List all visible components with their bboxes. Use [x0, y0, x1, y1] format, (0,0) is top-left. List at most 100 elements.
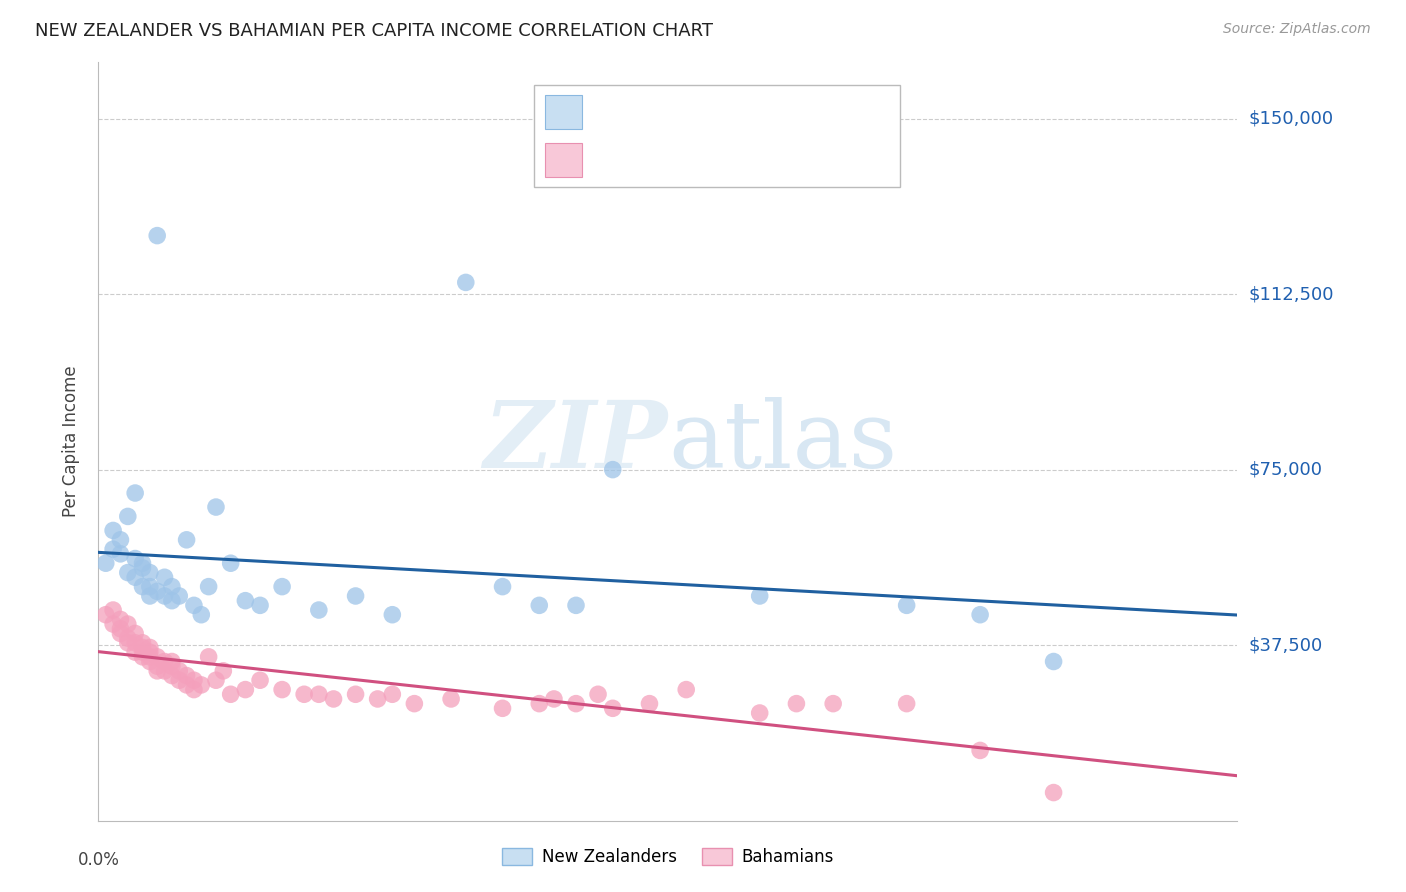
- Text: -0.167: -0.167: [638, 103, 703, 120]
- Point: [529, 599, 551, 613]
- Text: ZIP: ZIP: [484, 397, 668, 486]
- Point: [529, 697, 551, 711]
- Point: [638, 697, 661, 711]
- Point: [896, 599, 918, 613]
- Point: [131, 645, 153, 659]
- Text: $37,500: $37,500: [1249, 636, 1323, 654]
- Point: [117, 631, 139, 645]
- Text: R =: R =: [596, 151, 636, 169]
- Point: [205, 500, 228, 514]
- Point: [197, 649, 219, 664]
- Point: [344, 589, 367, 603]
- Point: [160, 655, 183, 669]
- Point: [146, 228, 169, 243]
- Point: [110, 533, 132, 547]
- FancyBboxPatch shape: [534, 85, 900, 187]
- Point: [131, 640, 153, 655]
- Point: [167, 664, 190, 678]
- Point: [110, 626, 132, 640]
- Point: [124, 486, 146, 500]
- Point: [139, 645, 162, 659]
- Text: -0.450: -0.450: [638, 151, 703, 169]
- Point: [271, 580, 294, 594]
- Point: [176, 668, 198, 682]
- FancyBboxPatch shape: [546, 95, 582, 128]
- Point: [969, 743, 991, 757]
- Point: [381, 607, 404, 622]
- Point: [235, 682, 257, 697]
- Point: [308, 687, 330, 701]
- Point: [249, 673, 271, 688]
- Point: [543, 692, 565, 706]
- Point: [131, 649, 153, 664]
- Point: [1042, 655, 1064, 669]
- Text: 0.0%: 0.0%: [77, 851, 120, 869]
- Point: [404, 697, 426, 711]
- Point: [131, 561, 153, 575]
- Point: [139, 580, 162, 594]
- Point: [117, 617, 139, 632]
- Point: [167, 589, 190, 603]
- Point: [748, 589, 770, 603]
- Text: Source: ZipAtlas.com: Source: ZipAtlas.com: [1223, 22, 1371, 37]
- Point: [602, 462, 624, 476]
- Text: NEW ZEALANDER VS BAHAMIAN PER CAPITA INCOME CORRELATION CHART: NEW ZEALANDER VS BAHAMIAN PER CAPITA INC…: [35, 22, 713, 40]
- Point: [602, 701, 624, 715]
- Point: [235, 593, 257, 607]
- Point: [101, 617, 124, 632]
- Point: [183, 599, 205, 613]
- Point: [748, 706, 770, 720]
- Point: [131, 636, 153, 650]
- Point: [675, 682, 697, 697]
- Point: [139, 589, 162, 603]
- Point: [344, 687, 367, 701]
- Point: [153, 570, 176, 584]
- Point: [308, 603, 330, 617]
- Point: [491, 580, 513, 594]
- Point: [146, 659, 169, 673]
- Point: [94, 556, 117, 570]
- Point: [124, 645, 146, 659]
- Point: [117, 509, 139, 524]
- Point: [101, 542, 124, 557]
- Point: [440, 692, 463, 706]
- Point: [146, 664, 169, 678]
- Point: [139, 649, 162, 664]
- Point: [565, 599, 588, 613]
- Point: [190, 678, 212, 692]
- Point: [117, 636, 139, 650]
- Point: [110, 612, 132, 626]
- Point: [124, 626, 146, 640]
- FancyBboxPatch shape: [546, 144, 582, 177]
- Legend: New Zealanders, Bahamians: New Zealanders, Bahamians: [495, 841, 841, 873]
- Point: [124, 551, 146, 566]
- Point: [1042, 786, 1064, 800]
- Point: [785, 697, 807, 711]
- Point: [896, 697, 918, 711]
- Point: [322, 692, 344, 706]
- Text: R =: R =: [596, 103, 636, 120]
- Point: [153, 664, 176, 678]
- Point: [153, 655, 176, 669]
- Point: [160, 580, 183, 594]
- Point: [101, 524, 124, 538]
- Point: [110, 622, 132, 636]
- Point: [212, 664, 235, 678]
- Point: [176, 678, 198, 692]
- Point: [160, 668, 183, 682]
- Point: [139, 655, 162, 669]
- Point: [454, 276, 477, 290]
- Point: [117, 566, 139, 580]
- Y-axis label: Per Capita Income: Per Capita Income: [62, 366, 80, 517]
- Text: $150,000: $150,000: [1249, 110, 1333, 128]
- Point: [176, 533, 198, 547]
- Point: [131, 556, 153, 570]
- Point: [565, 697, 588, 711]
- Point: [205, 673, 228, 688]
- Point: [139, 640, 162, 655]
- Point: [491, 701, 513, 715]
- Point: [153, 589, 176, 603]
- Text: N = 44: N = 44: [754, 103, 821, 120]
- Point: [131, 580, 153, 594]
- Point: [124, 636, 146, 650]
